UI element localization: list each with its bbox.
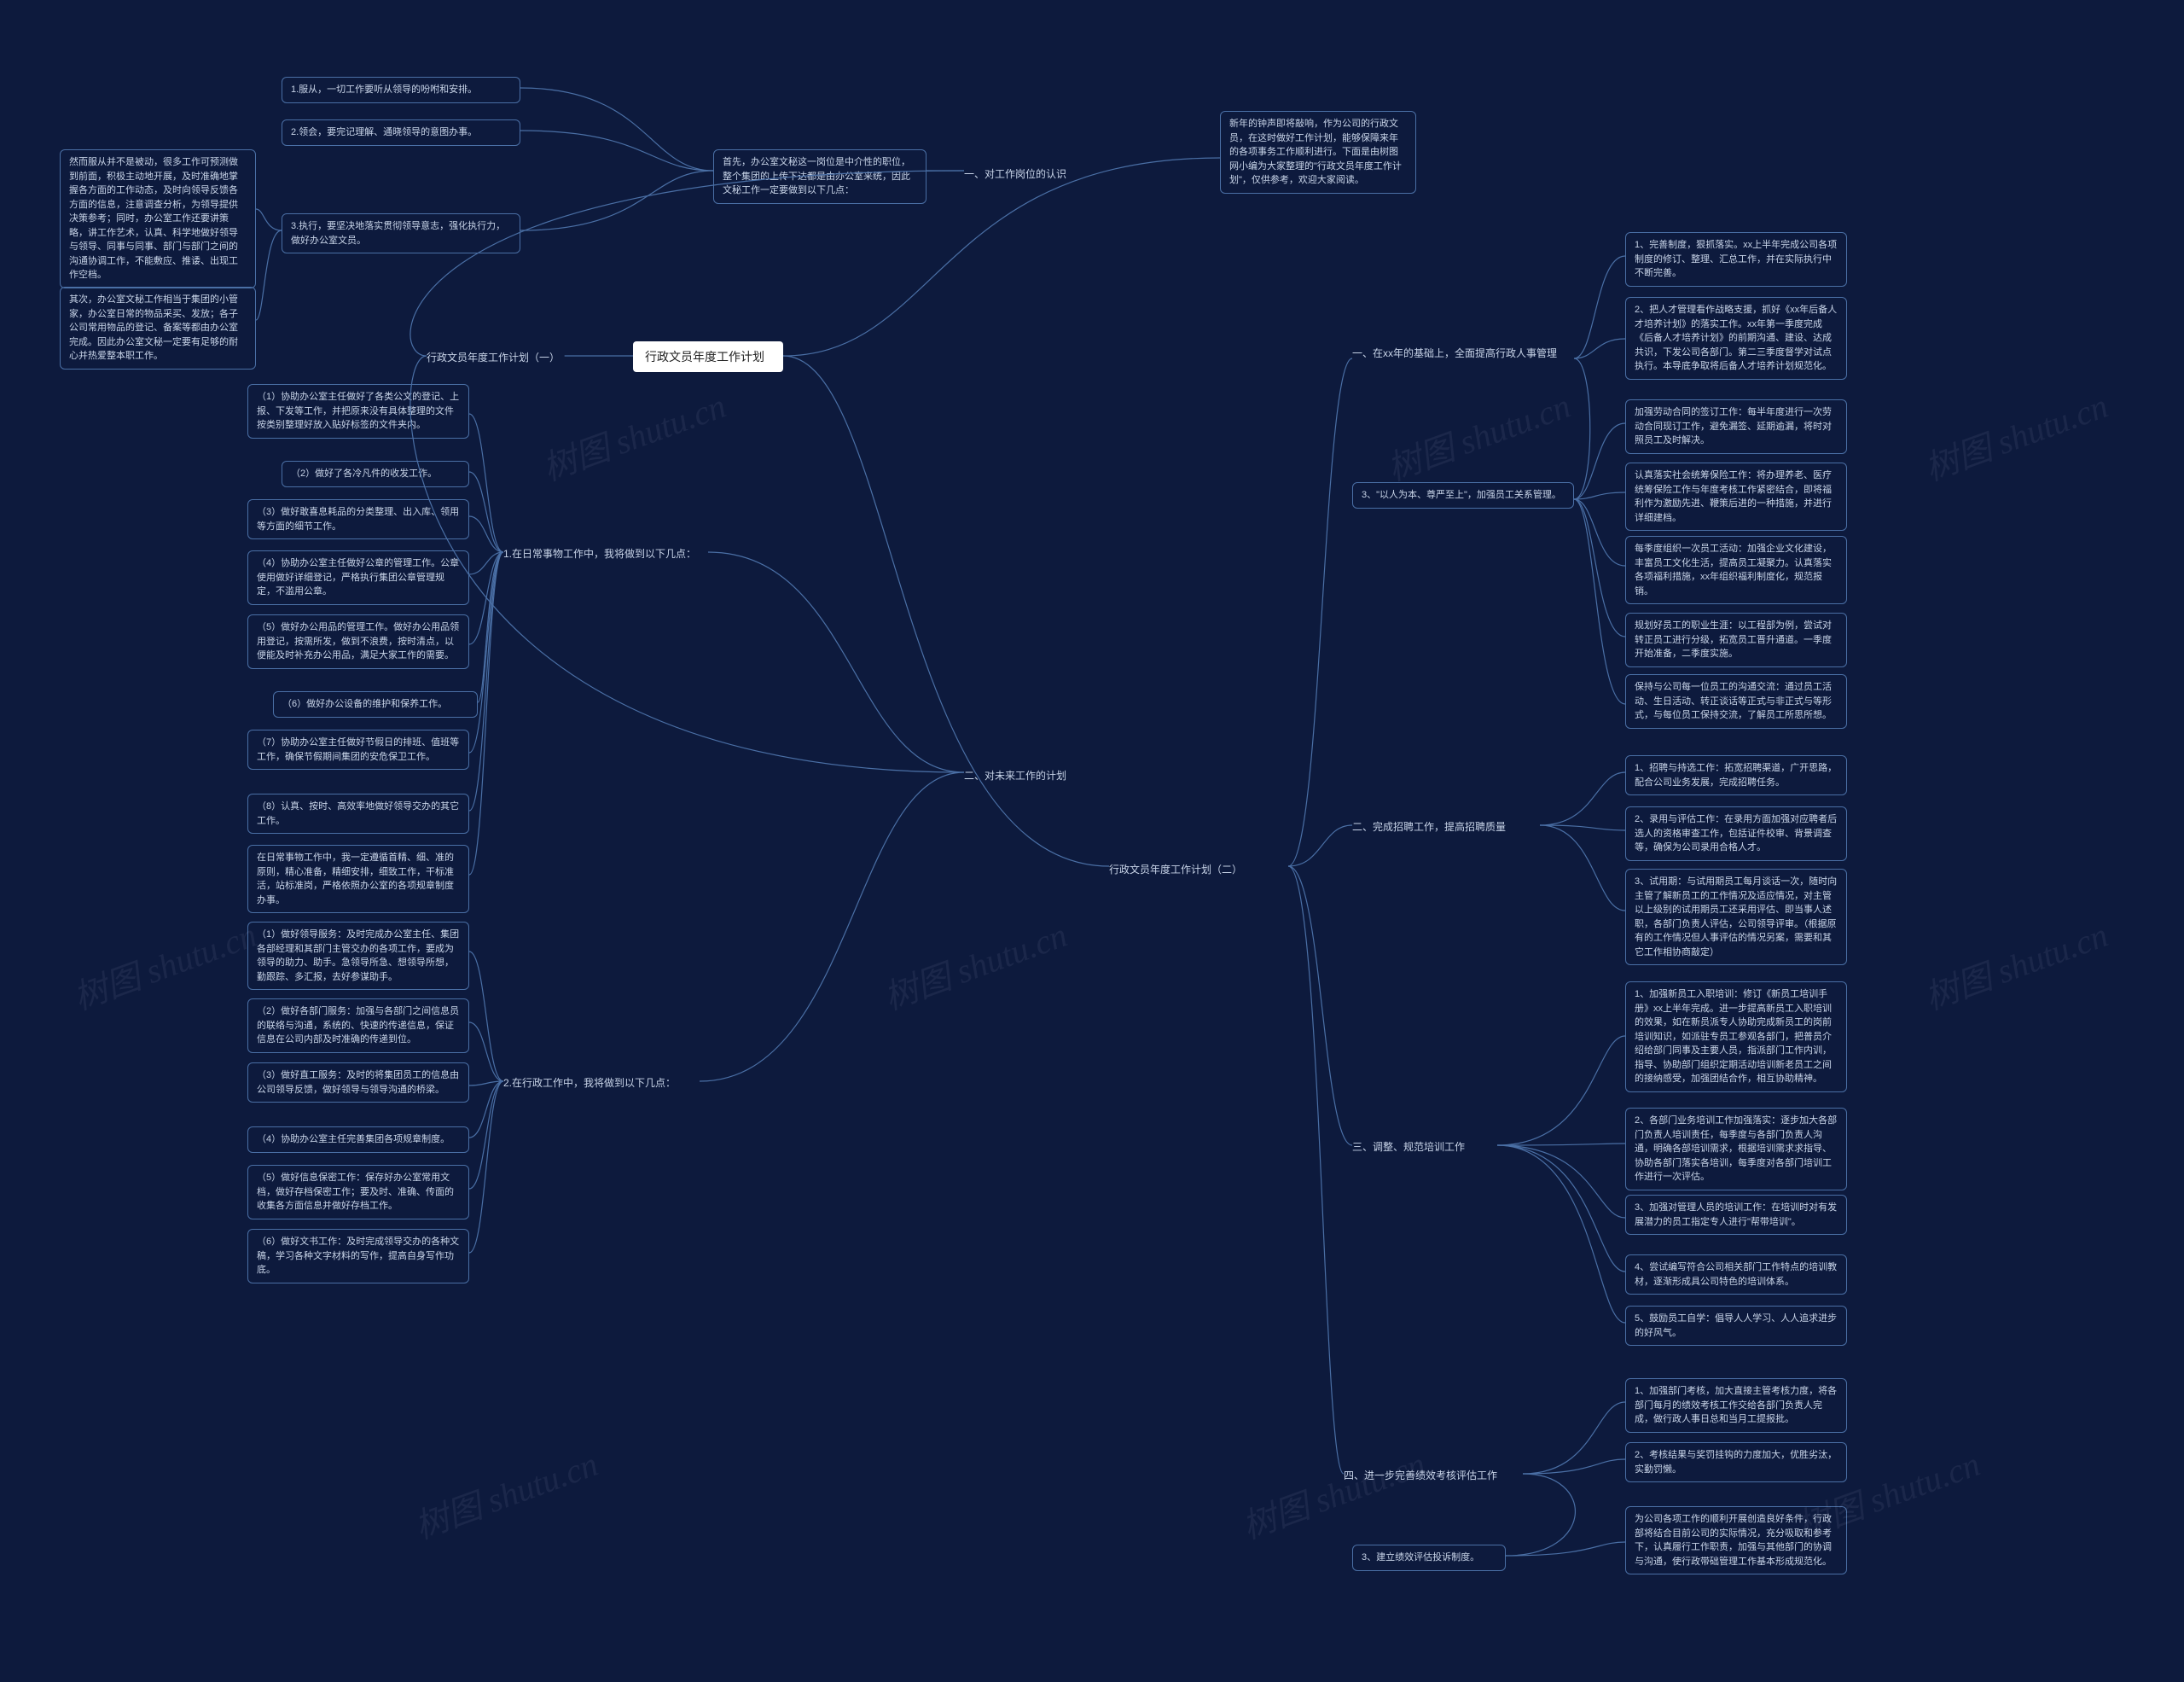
plan2-label: 行政文员年度工作计划（二） [1109, 862, 1242, 877]
plan1-sec1-extra1: 然而服从并不是被动，很多工作可预测做到前面，积极主动地开展，及时准确地掌握各方面… [60, 149, 256, 288]
p2s3-i1: 1、加强新员工入职培训：修订《新员工培训手册》xx上半年完成。进一步提高新员工入… [1625, 981, 1847, 1092]
p1s2s1-i6: （6）做好办公设备的维护和保养工作。 [273, 691, 478, 718]
p2s1-s3-1: 加强劳动合同的签订工作：每半年度进行一次劳动合同现订工作，避免漏签、延期逾漏，将… [1625, 399, 1847, 454]
p1s2s2-i4: （4）协助办公室主任完善集团各项规章制度。 [247, 1126, 469, 1153]
p1s2s1-i4: （4）协助办公室主任做好公章的管理工作。公章使用做好详细登记，严格执行集团公章管… [247, 550, 469, 605]
p1s2s2-i5: （5）做好信息保密工作：保存好办公室常用文档，做好存档保密工作；要及时、准确、传… [247, 1165, 469, 1219]
p1s2s1-i8: （8）认真、按时、高效率地做好领导交办的其它工作。 [247, 794, 469, 834]
p2s1-i2: 2、把人才管理看作战略支援，抓好《xx年后备人才培养计划》的落实工作。xx年第一… [1625, 297, 1847, 380]
p1s2s2-i6: （6）做好文书工作：及时完成领导交办的各种文稿，学习各种文字材料的写作，提高自身… [247, 1229, 469, 1283]
p2s2-i1: 1、招聘与持选工作：拓宽招聘渠道，广开思路，配合公司业务发展，完成招聘任务。 [1625, 755, 1847, 795]
p1s2s1-i7: （7）协助办公室主任做好节假日的排班、值班等工作，确保节假期间集团的安危保卫工作… [247, 730, 469, 770]
p1s2s2-i1: （1）做好领导服务：及时完成办公室主任、集团各部经理和其部门主管交办的各项工作，… [247, 922, 469, 990]
p2s3-i5: 5、鼓励员工自学：倡导人人学习、人人追求进步的好风气。 [1625, 1306, 1847, 1346]
watermark: 树图 shutu.cn [876, 907, 1073, 1019]
p1s2s2-i2: （2）做好各部门服务：加强与各部门之间信息员的联络与沟通，系统的、快速的传递信息… [247, 998, 469, 1053]
plan1-sec2-sub2-label: 2.在行政工作中，我将做到以下几点： [503, 1075, 676, 1091]
plan2-sec2-label: 二、完成招聘工作，提高招聘质量 [1352, 819, 1506, 835]
root-node: 行政文员年度工作计划 [633, 341, 783, 372]
p2s4-i1: 1、加强部门考核，加大直接主管考核力度，将各部门每月的绩效考核工作交给各部门负责… [1625, 1378, 1847, 1433]
plan1-sec2-sub1-label: 1.在日常事物工作中，我将做到以下几点： [503, 546, 696, 562]
watermark: 树图 shutu.cn [407, 1436, 604, 1548]
p2s2-i3: 3、试用期：与试用期员工每月谈话一次，随时向主管了解新员工的工作情况及适应情况，… [1625, 869, 1847, 965]
plan1-sec2-label: 二、对未来工作的计划 [964, 768, 1066, 783]
p2s1-s3-4: 规划好员工的职业生涯：以工程部为例，尝试对转正员工进行分级，拓宽员工晋升通道。一… [1625, 613, 1847, 667]
plan2-sec1-label: 一、在xx年的基础上，全面提高行政人事管理 [1352, 346, 1574, 361]
plan1-sec1-item2: 2.领会，要完记理解、通晓领导的意图办事。 [282, 119, 520, 146]
p1s2s1-i9: 在日常事物工作中，我一定遵循首精、细、准的原则，精心准备，精细安排，细致工作，干… [247, 845, 469, 913]
plan2-sec4-label: 四、进一步完善绩效考核评估工作 [1344, 1468, 1497, 1483]
watermark: 树图 shutu.cn [66, 907, 263, 1019]
plan1-sec1-item3: 3.执行，要坚决地落实贯彻领导意志，强化执行力，做好办公室文员。 [282, 213, 520, 253]
watermark: 树图 shutu.cn [1380, 378, 1577, 490]
p1s2s1-i5: （5）做好办公用品的管理工作。做好办公用品领用登记，按需所发，做到不浪费，按时清… [247, 614, 469, 669]
intro-node: 新年的钟声即将敲响，作为公司的行政文员，在这时做好工作计划，能够保障来年的各项事… [1220, 111, 1416, 194]
p2s3-i3: 3、加强对管理人员的培训工作：在培训时对有发展潜力的员工指定专人进行"帮带培训"… [1625, 1195, 1847, 1235]
watermark: 树图 shutu.cn [1234, 1436, 1432, 1548]
p2s1-s3-5: 保持与公司每一位员工的沟通交流：通过员工活动、生日活动、转正谈话等正式与非正式与… [1625, 674, 1847, 729]
p1s2s2-i3: （3）做好直工服务：及时的将集团员工的信息由公司领导反馈，做好领导与领导沟通的桥… [247, 1062, 469, 1103]
p2s3-i4: 4、尝试编写符合公司相关部门工作特点的培训教材，逐渐形成具公司特色的培训体系。 [1625, 1254, 1847, 1295]
plan1-sec1-intro: 首先，办公室文秘这一岗位是中介性的职位，整个集团的上传下达都是由办公室来统，因此… [713, 149, 926, 204]
p2s1-i1: 1、完善制度，狠抓落实。xx上半年完成公司各项制度的修订、整理、汇总工作，并在实… [1625, 232, 1847, 287]
watermark: 树图 shutu.cn [1917, 378, 2114, 490]
plan1-sec1-label: 一、对工作岗位的认识 [964, 166, 1066, 182]
plan1-label: 行政文员年度工作计划（一） [427, 350, 560, 365]
p2s4-sub3: 为公司各项工作的顺利开展创造良好条件，行政部将结合目前公司的实际情况，充分吸取和… [1625, 1506, 1847, 1574]
p2s1-s3-3: 每季度组织一次员工活动：加强企业文化建设，丰富员工文化生活，提高员工凝聚力。认真… [1625, 536, 1847, 604]
plan1-sec1-item1: 1.服从，一切工作要听从领导的吩咐和安排。 [282, 77, 520, 103]
p2s1-i3: 3、"以人为本、尊严至上"，加强员工关系管理。 [1352, 482, 1574, 509]
p2s4-i2: 2、考核结果与奖罚挂钩的力度加大，优胜劣汰，实勤罚懒。 [1625, 1442, 1847, 1482]
p1s2s1-i1: （1）协助办公室主任做好了各类公文的登记、上报、下发等工作，并把原来没有具体整理… [247, 384, 469, 439]
p2s2-i2: 2、录用与评估工作：在录用方面加强对应聘者后选人的资格审查工作，包括证件校审、背… [1625, 806, 1847, 861]
watermark: 树图 shutu.cn [1917, 907, 2114, 1019]
p2s3-i2: 2、各部门业务培训工作加强落实：逐步加大各部门负责人培训责任，每季度与各部门负责… [1625, 1108, 1847, 1190]
p2s1-s3-2: 认真落实社会统筹保险工作：将办理养老、医疗统筹保险工作与年度考核工作紧密结合，即… [1625, 463, 1847, 531]
p1s2s1-i2: （2）做好了各冷凡件的收发工作。 [282, 461, 469, 487]
p1s2s1-i3: （3）做好敢喜息耗品的分类整理、出入库、领用等方面的细节工作。 [247, 499, 469, 539]
watermark: 树图 shutu.cn [535, 378, 732, 490]
plan1-sec1-extra2: 其次，办公室文秘工作相当于集团的小管家，办公室日常的物品采买、发放；各子公司常用… [60, 287, 256, 370]
plan2-sec3-label: 三、调整、规范培训工作 [1352, 1139, 1465, 1155]
p2s4-i3: 3、建立绩效评估投诉制度。 [1352, 1545, 1506, 1571]
